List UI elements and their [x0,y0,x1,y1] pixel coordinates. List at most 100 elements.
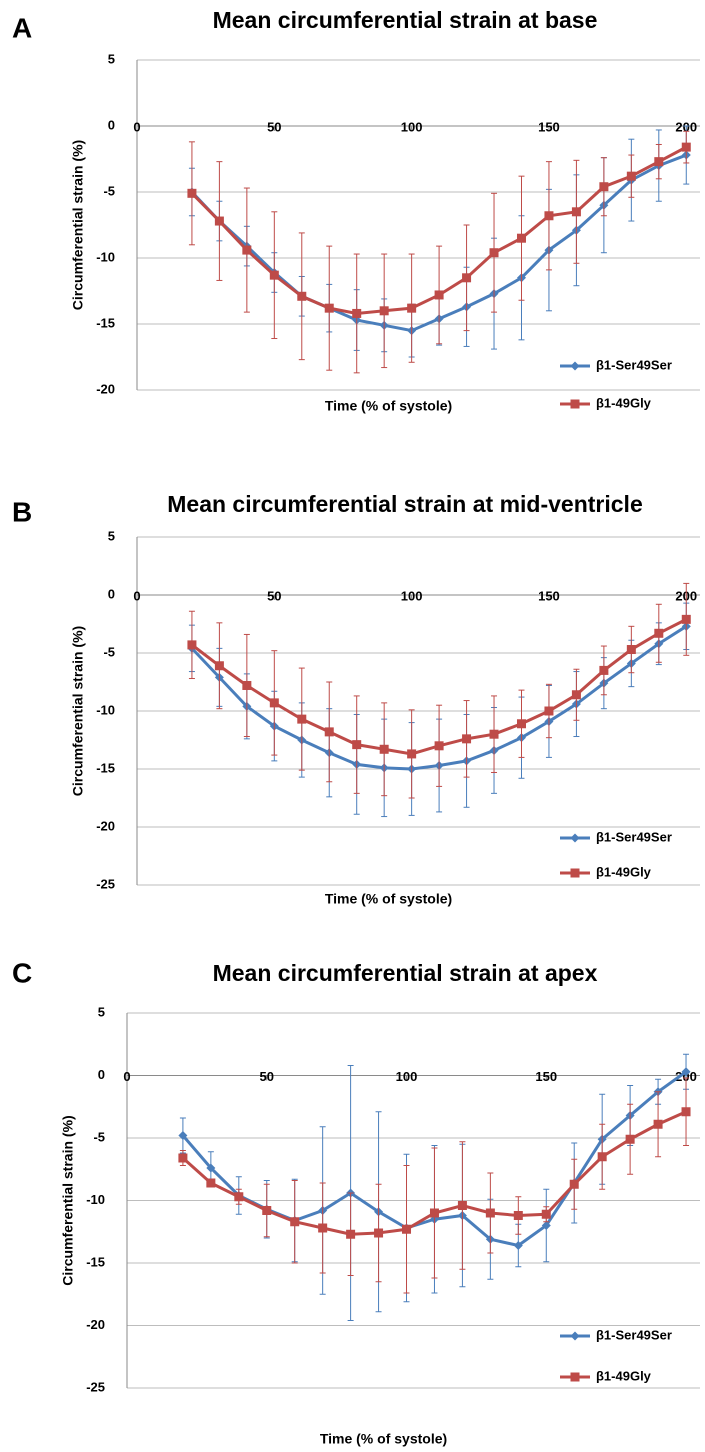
panel-letter: C [12,957,32,988]
series [187,130,691,374]
y-tick-label: 5 [108,528,115,543]
x-tick-label: 50 [260,1069,274,1084]
y-tick-label: -5 [103,183,115,198]
marker [269,270,279,280]
x-tick-label: 50 [267,588,281,603]
marker [513,1211,523,1220]
marker [597,1152,607,1162]
marker [681,1107,691,1117]
x-tick-label: 150 [535,1069,557,1084]
y-tick-label: -25 [86,1379,105,1394]
legend-marker [570,833,580,843]
marker [262,1206,272,1215]
y-tick-label: -5 [93,1129,105,1144]
marker [324,727,334,737]
y-tick-label: 0 [108,117,115,132]
x-axis-title: Time (% of systole) [325,398,452,414]
marker [541,1209,551,1219]
chart-panel: A Mean circumferential strain at base Circ… [12,7,700,414]
legend-marker [570,1331,580,1341]
marker [297,714,307,724]
legend-marker [570,1372,580,1382]
marker [489,248,499,258]
marker [187,640,197,650]
y-tick-label: 5 [98,1004,105,1019]
legend-marker [570,868,580,878]
panel-letter: A [12,12,32,43]
y-tick-label: -5 [103,644,115,659]
chart-panel: B Mean circumferential strain at mid-vent… [12,491,700,907]
marker [379,744,389,754]
marker [457,1201,467,1210]
marker [206,1178,216,1188]
y-tick-label: -15 [96,760,115,775]
panel-letter: B [12,496,32,527]
marker [374,1228,384,1238]
marker [544,211,554,221]
y-tick-label: -10 [86,1192,105,1207]
x-tick-label: 0 [123,1069,130,1084]
y-tick-label: -10 [96,249,115,264]
marker [242,680,252,690]
marker [513,1241,523,1250]
legend-label: β1-Ser49Ser [596,829,672,844]
marker [599,665,609,675]
marker [214,216,224,226]
chart-title: Mean circumferential strain at base [213,7,598,33]
marker [429,1208,439,1218]
legend-label: β1-Ser49Ser [596,357,672,372]
y-axis-title: Circumferential strain (%) [70,626,86,796]
y-tick-label: -20 [96,381,115,396]
x-tick-label: 0 [133,119,140,134]
y-tick-label: 5 [108,51,115,66]
marker [434,290,444,300]
marker [489,729,499,739]
y-tick-label: -15 [96,315,115,330]
marker [681,614,691,624]
chart-title: Mean circumferential strain at mid-ventr… [167,491,643,517]
x-tick-label: 100 [401,588,423,603]
y-axis-title: Circumferential strain (%) [70,140,86,310]
x-axis-title: Time (% of systole) [320,1431,447,1447]
marker [626,645,636,655]
y-tick-label: 0 [98,1067,105,1082]
legend-item: β1-49Gly [560,395,652,410]
marker [626,171,636,181]
marker [516,719,526,729]
marker [178,1153,188,1163]
legend-label: β1-49Gly [596,395,652,410]
legend-label: β1-49Gly [596,1368,652,1383]
marker [569,1179,579,1189]
y-tick-label: -10 [96,702,115,717]
legend-item: β1-49Gly [560,1368,652,1383]
marker [571,207,581,217]
marker [654,628,664,638]
marker [462,273,472,283]
x-tick-label: 150 [538,119,560,134]
marker [379,306,389,316]
marker [234,1192,244,1202]
marker [290,1217,300,1227]
x-tick-label: 100 [401,119,423,134]
marker [352,740,362,750]
legend-marker [570,361,580,371]
marker [654,157,664,167]
marker [187,188,197,198]
marker [318,1223,328,1233]
chart-panel: C Mean circumferential strain at apex Circ… [12,957,700,1447]
legend-item: β1-Ser49Ser [560,1327,672,1342]
marker [297,291,307,301]
series [178,1077,691,1294]
legend-item: β1-Ser49Ser [560,357,672,372]
marker [407,749,417,759]
marker [516,233,526,243]
y-tick-label: -20 [86,1317,105,1332]
marker [599,182,609,192]
marker [462,734,472,744]
marker [346,1229,356,1239]
marker [324,303,334,313]
legend-item: β1-49Gly [560,864,652,879]
x-axis-title: Time (% of systole) [325,891,452,907]
x-tick-label: 50 [267,119,281,134]
